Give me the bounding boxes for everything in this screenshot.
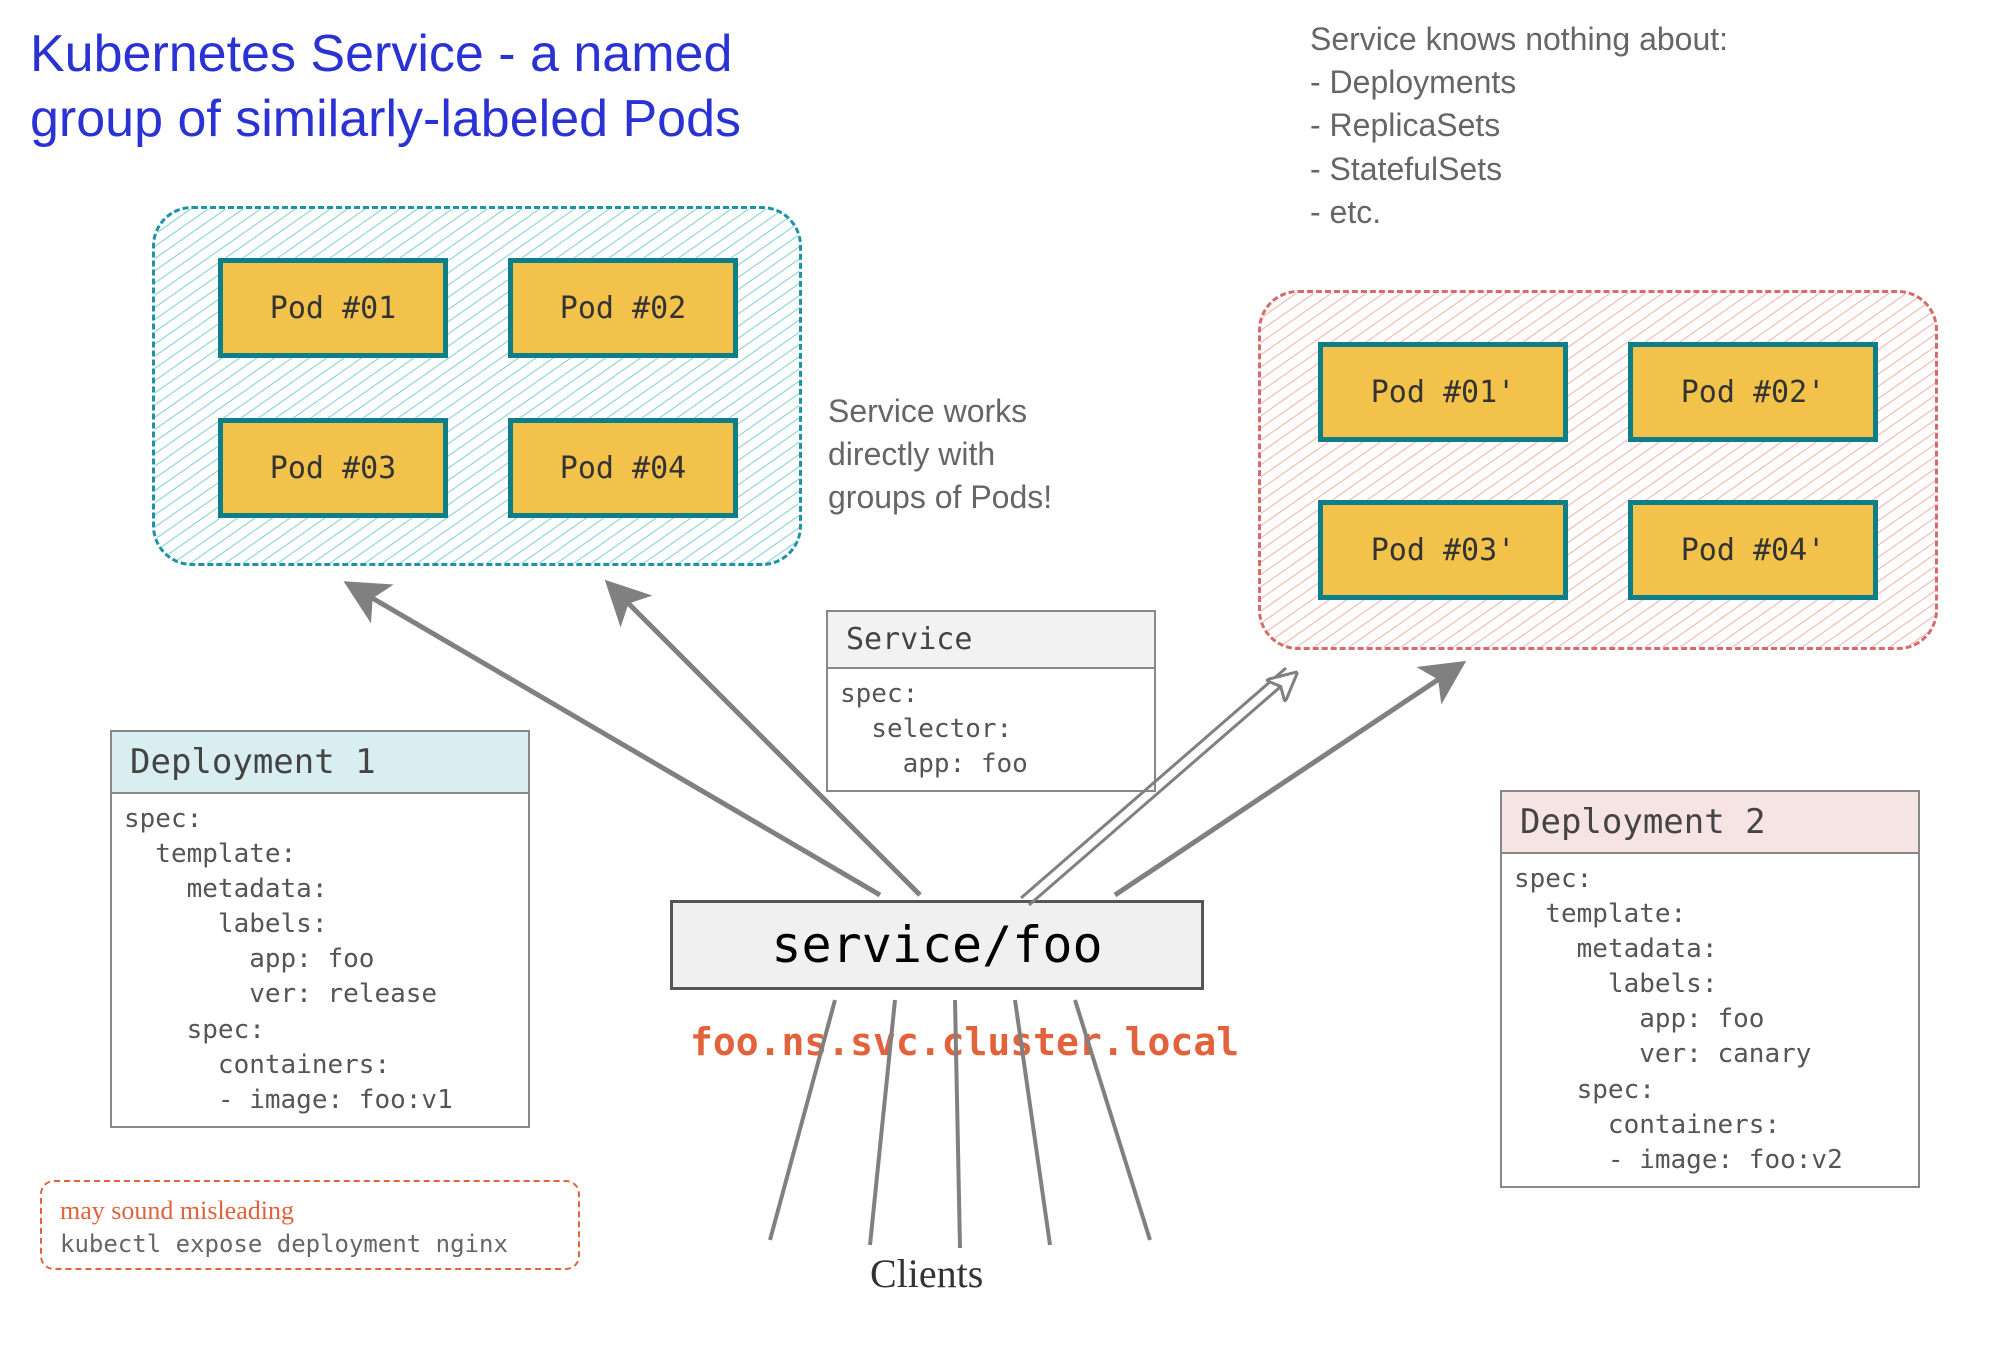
pod-label: Pod #01'	[1371, 375, 1516, 410]
pod-box: Pod #04	[508, 418, 738, 518]
service-dns: foo.ns.svc.cluster.local	[690, 1020, 1239, 1064]
deployment-2-title: Deployment 2	[1520, 802, 1766, 842]
clients-text: Clients	[870, 1251, 983, 1296]
pod-label: Pod #02'	[1681, 375, 1826, 410]
note-line: - ReplicaSets	[1310, 104, 1728, 147]
note-line: directly with	[828, 433, 1052, 476]
dns-text: foo.ns.svc.cluster.local	[690, 1020, 1239, 1064]
misleading-callout: may sound misleading kubectl expose depl…	[40, 1180, 580, 1270]
pod-box: Pod #01	[218, 258, 448, 358]
service-direct-note: Service works directly with groups of Po…	[828, 390, 1052, 520]
service-spec-box: Service spec: selector: app: foo	[826, 610, 1156, 792]
pod-box: Pod #02'	[1628, 342, 1878, 442]
deployment-1-title: Deployment 1	[130, 742, 376, 782]
pod-box: Pod #04'	[1628, 500, 1878, 600]
pod-label: Pod #01	[270, 291, 396, 326]
deployment-2-header: Deployment 2	[1502, 792, 1918, 854]
note-line: - StatefulSets	[1310, 148, 1728, 191]
deployment-1-spec: spec: template: metadata: labels: app: f…	[112, 794, 528, 1126]
callout-line2: kubectl expose deployment nginx	[60, 1230, 560, 1258]
pod-box: Pod #03'	[1318, 500, 1568, 600]
title-text: Kubernetes Service - a namedgroup of sim…	[30, 25, 741, 148]
deployment-2-box: Deployment 2 spec: template: metadata: l…	[1500, 790, 1920, 1188]
note-line: - etc.	[1310, 191, 1728, 234]
pod-label: Pod #04'	[1681, 533, 1826, 568]
pod-label: Pod #03	[270, 451, 396, 486]
service-spec-body: spec: selector: app: foo	[828, 669, 1154, 790]
diagram-title: Kubernetes Service - a namedgroup of sim…	[30, 22, 741, 152]
note-line: - Deployments	[1310, 61, 1728, 104]
callout-line1: may sound misleading	[60, 1196, 560, 1226]
deployment-1-box: Deployment 1 spec: template: metadata: l…	[110, 730, 530, 1128]
pod-label: Pod #02	[560, 291, 686, 326]
deployment-2-spec: spec: template: metadata: labels: app: f…	[1502, 854, 1918, 1186]
pod-box: Pod #01'	[1318, 342, 1568, 442]
service-name-label: service/foo	[771, 916, 1102, 974]
pod-box: Pod #02	[508, 258, 738, 358]
service-ignorance-note: Service knows nothing about: - Deploymen…	[1310, 18, 1728, 234]
pod-label: Pod #04	[560, 451, 686, 486]
note-line: groups of Pods!	[828, 476, 1052, 519]
deployment-1-header: Deployment 1	[112, 732, 528, 794]
service-name-box: service/foo	[670, 900, 1204, 990]
pod-box: Pod #03	[218, 418, 448, 518]
service-spec-title: Service	[846, 622, 972, 657]
note-line: Service works	[828, 390, 1052, 433]
pod-label: Pod #03'	[1371, 533, 1516, 568]
service-spec-header: Service	[828, 612, 1154, 669]
clients-label: Clients	[870, 1250, 983, 1297]
note-line: Service knows nothing about:	[1310, 18, 1728, 61]
